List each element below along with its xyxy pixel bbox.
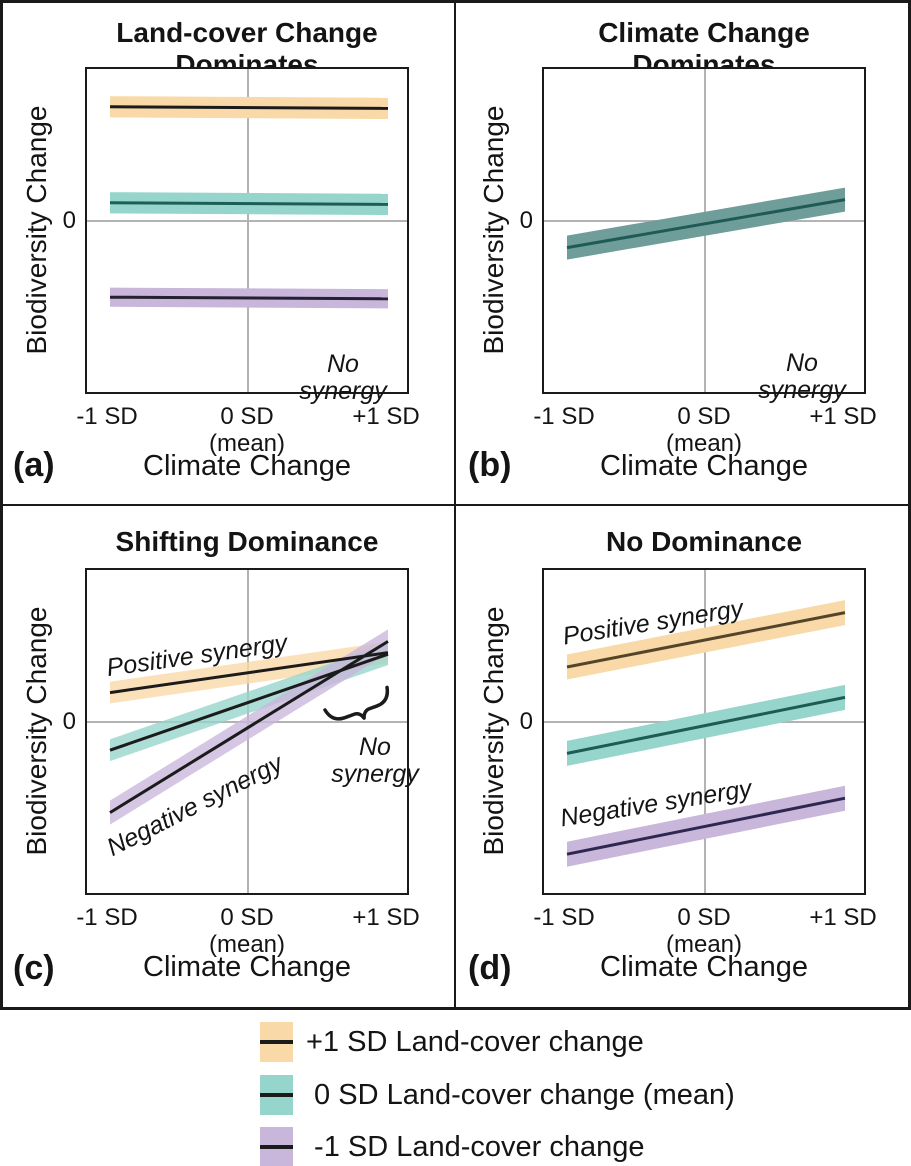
legend-label-plus1sd: +1 SD Land-cover change <box>306 1026 644 1058</box>
gridline-horizontal <box>87 220 407 222</box>
series-line-0sd-landcover <box>109 201 389 206</box>
panel-a-tick-0sd: 0 SD <box>220 403 274 430</box>
panel-b-plot-area: No synergy <box>542 67 866 404</box>
legend: +1 SD Land-cover change 0 SD Land-cover … <box>0 1010 911 1166</box>
legend-label-minus1sd: -1 SD Land-cover change <box>306 1131 645 1163</box>
panel-d-tick-pos1sd: +1 SD <box>809 904 877 931</box>
panel-d-letter: (d) <box>468 949 512 987</box>
series-line-plus1sd-landcover <box>566 611 846 669</box>
panel-a-tick-mean: (mean) <box>208 430 286 457</box>
panel-b-zero-tick: 0 <box>519 207 533 234</box>
legend-swatch-plus1sd <box>260 1022 293 1062</box>
series-line-0sd-landcover <box>566 198 846 250</box>
legend-swatch-line <box>260 1093 293 1097</box>
panel-d-series-plot <box>566 600 846 867</box>
panel-b-letter: (b) <box>468 446 512 484</box>
panel-c-zero-tick: 0 <box>62 708 76 735</box>
legend-label-0sd: 0 SD Land-cover change (mean) <box>306 1079 735 1111</box>
legend-swatch-line <box>260 1040 293 1044</box>
panel-c-tick-0sd: 0 SD <box>220 904 274 931</box>
panel-b-xlabel: Climate Change <box>600 450 808 482</box>
panel-d-zero-tick: 0 <box>519 708 533 735</box>
panel-b-tick-pos1sd: +1 SD <box>809 403 877 430</box>
panel-a-title: Land-cover Change Dominates <box>116 17 378 80</box>
panel-c-series-plot <box>109 629 389 825</box>
legend-swatch-minus1sd <box>260 1127 293 1166</box>
panel-d-tick-0sd: 0 SD <box>677 904 731 931</box>
panel-b-series-plot <box>566 187 846 260</box>
curly-brace-icon <box>323 685 390 721</box>
panel-a-series-plot <box>109 96 389 309</box>
panel-d-tick-mean: (mean) <box>665 931 743 958</box>
panel-c-xlabel: Climate Change <box>143 951 351 983</box>
gridline-vertical <box>247 69 249 392</box>
series-line-plus1sd-landcover <box>109 651 389 695</box>
panel-d-xlabel: Climate Change <box>600 951 808 983</box>
panel-c-tick-pos1sd: +1 SD <box>352 904 420 931</box>
panel-a-tick-neg1sd: -1 SD <box>76 403 138 430</box>
series-line-plus1sd-landcover <box>109 105 389 110</box>
legend-swatch-0sd <box>260 1075 293 1115</box>
panel-a: Land-cover Change Dominates Biodiversity… <box>0 0 455 505</box>
legend-swatch-line <box>260 1145 293 1149</box>
panel-c-letter: (c) <box>13 949 55 987</box>
panel-d-tick-neg1sd: -1 SD <box>533 904 595 931</box>
panel-d: No Dominance Biodiversity Change 0 Posit… <box>455 505 910 1010</box>
series-line-minus1sd-landcover <box>566 796 846 856</box>
panel-b-tick-neg1sd: -1 SD <box>533 403 595 430</box>
quadrant-divider-horizontal <box>0 504 911 506</box>
panel-c-title: Shifting Dominance <box>115 526 379 557</box>
panel-b-tick-0sd: 0 SD <box>677 403 731 430</box>
panel-d-title: No Dominance <box>605 526 803 557</box>
panel-a-tick-pos1sd: +1 SD <box>352 403 420 430</box>
series-line-0sd-landcover <box>566 695 846 755</box>
panel-c: Shifting Dominance Biodiversity Change 0… <box>0 505 455 1010</box>
panel-c-tick-neg1sd: -1 SD <box>76 904 138 931</box>
panel-a-plot-area: No synergy <box>85 67 409 405</box>
panel-a-xlabel: Climate Change <box>143 450 351 482</box>
panel-b-tick-mean: (mean) <box>665 430 743 457</box>
panel-c-plot-area: Positive synergy Negative synergy No syner… <box>85 568 419 895</box>
panel-b: Climate Change Dominates Biodiversity Ch… <box>455 0 910 505</box>
panel-a-letter: (a) <box>13 446 55 484</box>
series-line-minus1sd-landcover <box>109 295 389 301</box>
panel-d-plot-area: Positive synergy Negative synergy <box>542 568 866 895</box>
panel-c-tick-mean: (mean) <box>208 931 286 958</box>
series-line-minus1sd-landcover <box>109 640 389 814</box>
panel-a-zero-tick: 0 <box>62 207 76 234</box>
